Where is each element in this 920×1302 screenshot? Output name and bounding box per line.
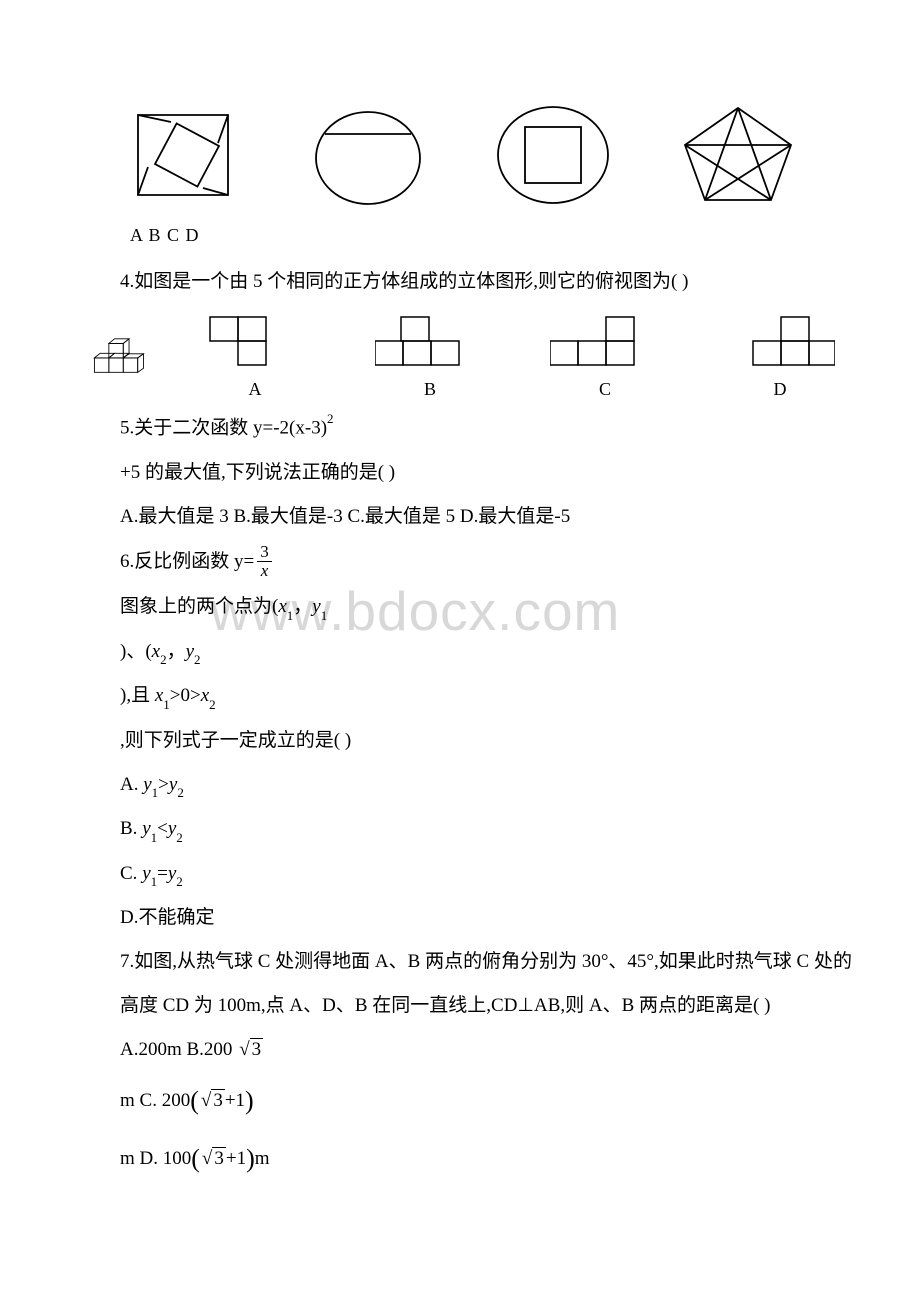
q6-optA-gt: > — [158, 774, 169, 795]
q4-text: 4.如图是一个由 5 个相同的正方体组成的立体图形,则它的俯视图为( ) — [50, 264, 870, 300]
q6-optB-y1: y — [142, 818, 150, 839]
q7-optD-sqrt-in: 3 — [212, 1147, 226, 1169]
q6-optC-y1: y — [142, 863, 150, 884]
q6-optA-1: 1 — [152, 785, 159, 800]
q7-sqrt3-a: 3 — [237, 1032, 263, 1068]
q6-line2: 图象上的两个点为(x1，y1 — [50, 589, 870, 625]
q6-optA-y1: y — [143, 774, 151, 795]
q6-x2s: 2 — [160, 652, 167, 667]
q6-optB-pre: B. — [120, 818, 142, 839]
q6-optB-1: 1 — [151, 830, 158, 845]
q6-optC-pre: C. — [120, 863, 142, 884]
q7-optD-plus1: +1 — [226, 1148, 246, 1169]
q4-cube-figure — [80, 310, 155, 400]
q7-optD-100: 100 — [163, 1148, 192, 1169]
q7-optC-lp: ( — [190, 1086, 199, 1115]
q7-optA-text: A.200m B.200 — [120, 1039, 232, 1060]
q6-optC-1: 1 — [151, 874, 158, 889]
q5-line2: +5 的最大值,下列说法正确的是( ) — [50, 455, 870, 491]
q7-optD-pre: m D. — [120, 1148, 163, 1169]
q6-optB-2: 2 — [176, 830, 183, 845]
q6-frac-den: x — [258, 562, 272, 581]
q6-cond-x1: x — [155, 685, 163, 706]
q7-optC-rp: ) — [245, 1086, 254, 1115]
q6-line2-text: 图象上的两个点为( — [120, 596, 278, 617]
q6-y1: y — [312, 596, 320, 617]
q7-line1: 7.如图,从热气球 C 处测得地面 A、B 两点的俯角分别为 30°、45°,如… — [50, 944, 870, 980]
q6-optC-eq: = — [157, 863, 168, 884]
q6-line1-text: 6.反比例函数 y= — [120, 544, 254, 580]
q6-line1: 6.反比例函数 y= 3 x — [50, 543, 870, 581]
q7-optD-rp: ) — [246, 1144, 255, 1173]
q4-label-b: B — [370, 379, 490, 400]
q6-optD: D.不能确定 — [50, 900, 870, 936]
q6-line5: ,则下列式子一定成立的是( ) — [50, 723, 870, 759]
q7-optC-pre: m C. — [120, 1090, 162, 1111]
q7-line2: 高度 CD 为 100m,点 A、D、B 在同一直线上,CD⊥AB,则 A、B … — [50, 988, 870, 1024]
q4-option-a: A — [195, 312, 315, 400]
q6-cond-1: 1 — [163, 697, 170, 712]
q6-line4: ),且 x1>0>x2 — [50, 678, 870, 714]
q6-comma1: ， — [293, 596, 312, 617]
q6-x1: x — [278, 596, 286, 617]
q6-y2: y — [186, 641, 194, 662]
q6-line4a: ),且 — [120, 685, 150, 706]
q6-cond-2: 2 — [209, 697, 216, 712]
q7-optC: m C. 200(3+1) — [50, 1076, 870, 1125]
q4-option-c: C — [545, 312, 665, 400]
q6-comma2: ， — [167, 641, 186, 662]
q3-shape-d — [673, 100, 803, 210]
q6-optA-pre: A. — [120, 774, 143, 795]
q6-x1s: 1 — [287, 608, 294, 623]
q6-line3a: )、( — [120, 641, 152, 662]
q5-line1-text: 5.关于二次函数 y=-2(x-3) — [120, 417, 327, 438]
q7-optD: m D. 100(3+1)m — [50, 1134, 870, 1183]
q6-optB: B. y1<y2 — [50, 811, 870, 847]
q4-row: A B C — [80, 310, 840, 400]
q6-gt0gt: >0> — [170, 685, 201, 706]
q4-label-d: D — [720, 379, 840, 400]
q6-fraction: 3 x — [257, 543, 272, 581]
q7-optD-sqrt: 3 — [200, 1141, 226, 1177]
q4-option-b: B — [370, 312, 490, 400]
q7-optAB: A.200m B.200 3 — [50, 1032, 870, 1068]
q3-labels: A B C D — [50, 225, 870, 246]
q6-optC: C. y1=y2 — [50, 856, 870, 892]
q4-option-d: D — [720, 312, 840, 400]
q7-sqrt3-a-inner: 3 — [250, 1038, 264, 1060]
q4-label-a: A — [195, 379, 315, 400]
q5-answers: A.最大值是 3 B.最大值是-3 C.最大值是 5 D.最大值是-5 — [50, 499, 870, 535]
q6-cond-x2: x — [201, 685, 209, 706]
q3-shape-b — [303, 100, 433, 210]
q3-shapes-row — [90, 100, 830, 210]
q5-line1: 5.关于二次函数 y=-2(x-3)2 — [50, 410, 870, 446]
q6-x2: x — [152, 641, 160, 662]
q6-line3: )、(x2，y2 — [50, 634, 870, 670]
q6-optA-2: 2 — [177, 785, 184, 800]
q6-optB-lt: < — [157, 818, 168, 839]
q6-y1s: 1 — [321, 608, 328, 623]
q3-shape-c — [488, 100, 618, 210]
q6-frac-num: 3 — [257, 543, 272, 563]
q5-sup: 2 — [327, 411, 334, 426]
q7-optC-sqrt: 3 — [199, 1083, 225, 1119]
q4-options: A B C — [195, 312, 840, 400]
q6-y2s: 2 — [194, 652, 201, 667]
q7-optD-m: m — [255, 1148, 270, 1169]
q7-optC-sqrt-in: 3 — [211, 1089, 225, 1111]
q4-label-c: C — [545, 379, 665, 400]
q7-optC-200: 200 — [162, 1090, 191, 1111]
q3-shape-a — [118, 100, 248, 210]
q6-optA: A. y1>y2 — [50, 767, 870, 803]
q7-optD-lp: ( — [191, 1144, 200, 1173]
q7-optC-plus1: +1 — [225, 1090, 245, 1111]
q6-optC-2: 2 — [176, 874, 183, 889]
